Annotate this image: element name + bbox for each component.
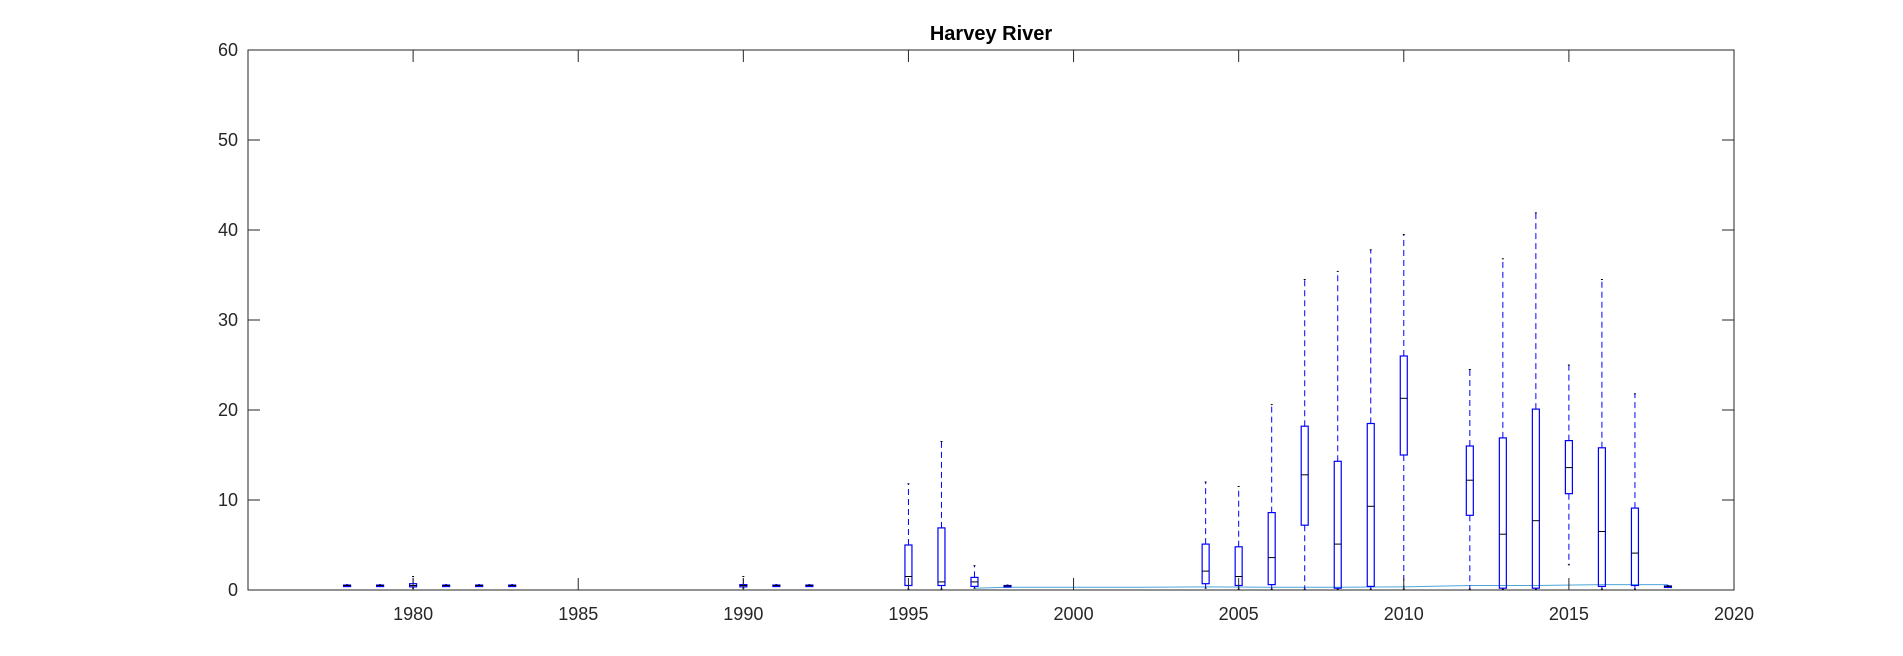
x-tick-label: 2020 <box>1714 604 1754 624</box>
y-axis-ticks: 0 10 20 30 40 50 60 <box>218 40 1734 600</box>
box-iqr <box>1630 507 1640 587</box>
box-1998 <box>1003 584 1012 588</box>
box-1996 <box>937 441 946 590</box>
box-iqr <box>1333 460 1342 589</box>
x-tick-label: 1990 <box>723 604 763 624</box>
box-1997 <box>970 565 979 589</box>
box-iqr <box>1498 437 1507 589</box>
box-iqr <box>1201 543 1210 585</box>
x-tick-label: 1995 <box>888 604 928 624</box>
x-tick-label: 1985 <box>558 604 598 624</box>
y-tick-label: 60 <box>218 40 238 60</box>
chart-title: Harvey River <box>930 23 1053 45</box>
box-2017 <box>1630 393 1640 590</box>
box-iqr <box>1267 511 1276 586</box>
box-iqr <box>1366 422 1375 587</box>
y-tick-label: 30 <box>218 310 238 330</box>
boxes-layer <box>342 212 1673 590</box>
y-tick-label: 50 <box>218 130 238 150</box>
x-tick-label: 2000 <box>1054 604 1094 624</box>
box-2008 <box>1333 270 1342 590</box>
box-1983 <box>508 584 517 588</box>
box-2007 <box>1300 279 1309 590</box>
box-1981 <box>442 584 451 588</box>
box-2015 <box>1564 364 1573 566</box>
box-2012 <box>1465 369 1474 590</box>
x-tick-label: 2010 <box>1384 604 1424 624</box>
x-axis-ticks: 1980 1985 1990 1995 2000 2005 2010 2015 2020 <box>393 50 1754 624</box>
y-tick-label: 20 <box>218 400 238 420</box>
x-tick-label: 2015 <box>1549 604 1589 624</box>
box-2010 <box>1399 234 1408 590</box>
box-1979 <box>375 584 385 588</box>
box-2004 <box>1201 481 1210 589</box>
x-tick-label: 1980 <box>393 604 433 624</box>
y-tick-label: 0 <box>228 580 238 600</box>
box-2014 <box>1531 212 1540 590</box>
y-tick-label: 10 <box>218 490 238 510</box>
box-1992 <box>805 584 814 588</box>
y-tick-label: 40 <box>218 220 238 240</box>
box-2016 <box>1597 279 1607 590</box>
box-2009 <box>1366 249 1375 590</box>
box-iqr <box>1399 355 1408 456</box>
box-iqr <box>937 527 946 587</box>
box-2018 <box>1663 585 1673 589</box>
box-2006 <box>1267 404 1276 590</box>
box-iqr <box>1300 425 1309 526</box>
box-iqr <box>1531 408 1540 589</box>
box-1978 <box>342 584 352 588</box>
box-1982 <box>475 584 484 588</box>
x-tick-label: 2005 <box>1219 604 1259 624</box>
plot-area <box>248 50 1734 590</box>
box-1991 <box>772 584 781 588</box>
box-iqr <box>1597 447 1607 587</box>
box-2013 <box>1498 258 1507 590</box>
